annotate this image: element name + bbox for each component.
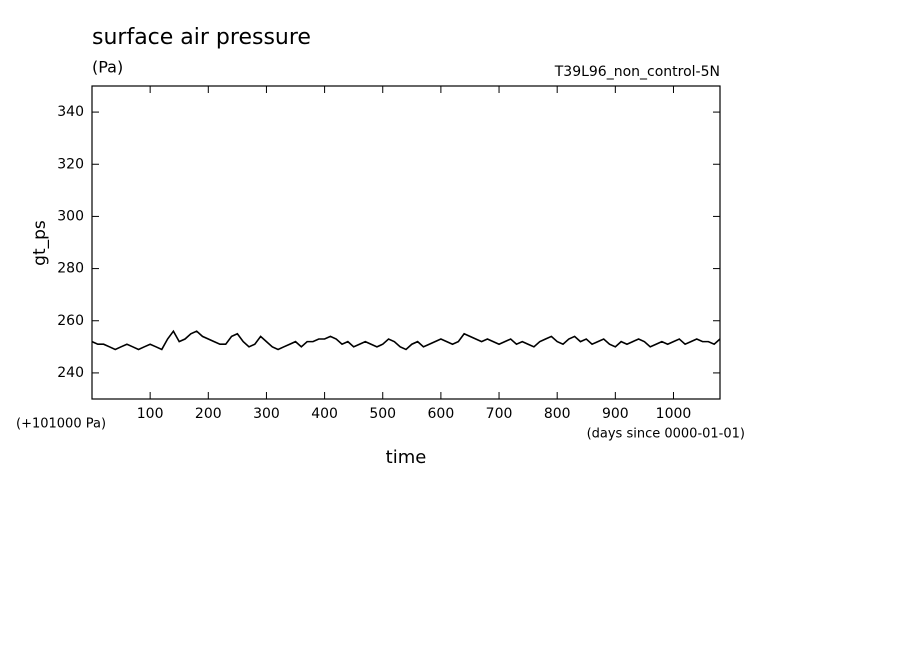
y-tick-label: 280 [57, 261, 84, 277]
y-tick-label: 340 [57, 104, 84, 120]
x-tick-label: 400 [311, 406, 338, 422]
offset-label: (+101000 Pa) [16, 417, 106, 432]
chart-title: surface air pressure [92, 25, 311, 50]
x-tick-label: 1000 [656, 406, 692, 422]
y-axis-label: gt_ps [30, 220, 50, 266]
run-label: T39L96_non_control-5N [554, 64, 720, 80]
x-tick-label: 900 [602, 406, 629, 422]
x-tick-label: 200 [195, 406, 222, 422]
x-tick-label: 700 [486, 406, 513, 422]
x-tick-label: 800 [544, 406, 571, 422]
chart-subtitle: (Pa) [92, 58, 123, 77]
y-tick-label: 260 [57, 313, 84, 329]
y-tick-label: 240 [57, 365, 84, 381]
x-tick-label: 100 [137, 406, 164, 422]
x-tick-label: 500 [369, 406, 396, 422]
plot-frame [91, 85, 721, 400]
x-tick-label: 300 [253, 406, 280, 422]
y-tick-label: 320 [57, 156, 84, 172]
x-axis-label: time [386, 447, 427, 468]
x-tick-label: 600 [428, 406, 455, 422]
y-tick-label: 300 [57, 208, 84, 224]
data-line [91, 329, 721, 351]
x-unit-label: (days since 0000-01-01) [587, 427, 745, 442]
